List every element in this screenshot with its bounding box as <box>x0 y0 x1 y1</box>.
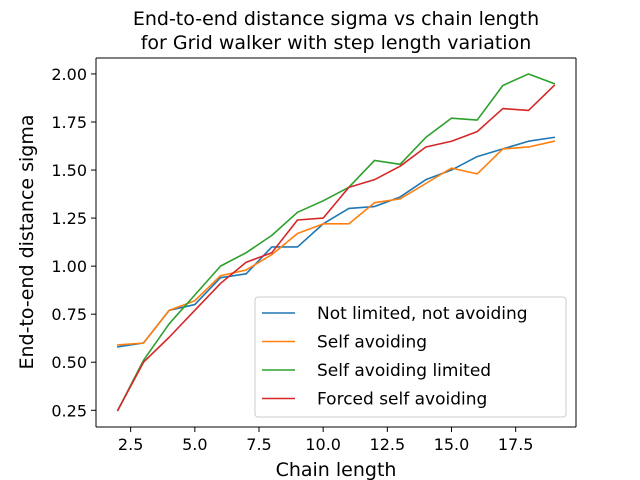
legend-label-self-avoiding: Self avoiding <box>317 333 427 353</box>
series-line-self-avoiding <box>116 140 556 346</box>
y-tick-label: 1.00 <box>51 257 87 276</box>
series-group <box>116 73 556 412</box>
legend: Not limited, not avoiding Self avoiding Se… <box>254 296 567 418</box>
chart-title-line-2: for Grid walker with step length variati… <box>141 32 532 54</box>
legend-label-not-limited-not-avoiding: Not limited, not avoiding <box>317 304 528 324</box>
x-tick-label: 5.0 <box>182 435 207 454</box>
x-tick-label: 12.5 <box>370 435 406 454</box>
x-tick-label: 10.0 <box>305 435 341 454</box>
x-axis-ticks: 2.5 5.0 7.5 10.0 12.5 15.0 17.5 <box>118 427 534 454</box>
legend-label-forced-self-avoiding: Forced self avoiding <box>317 390 487 410</box>
x-axis-label: Chain length <box>276 459 397 480</box>
x-tick-label: 2.5 <box>118 435 143 454</box>
y-tick-label: 0.75 <box>51 305 87 324</box>
x-tick-label: 15.0 <box>434 435 470 454</box>
series-line-self-avoiding-limited <box>116 73 556 412</box>
y-tick-label: 1.25 <box>51 209 87 228</box>
y-tick-label: 0.25 <box>51 401 87 420</box>
y-tick-label: 0.50 <box>51 353 87 372</box>
y-axis-label: End-to-end distance sigma <box>16 114 38 369</box>
y-tick-label: 1.75 <box>51 113 87 132</box>
series-line-not-limited-not-avoiding <box>116 136 556 348</box>
x-tick-label: 17.5 <box>498 435 534 454</box>
legend-frame <box>254 296 567 418</box>
chart-title-line-1: End-to-end distance sigma vs chain lengt… <box>133 8 539 30</box>
x-tick-label: 7.5 <box>246 435 271 454</box>
legend-items: Not limited, not avoiding Self avoiding Se… <box>262 304 528 410</box>
plot-frame <box>95 57 577 428</box>
series-line-forced-self-avoiding <box>116 84 556 412</box>
y-axis-ticks: 0.25 0.50 0.75 1.00 1.25 1.50 1.75 2.00 <box>51 65 96 420</box>
y-tick-label: 1.50 <box>51 161 87 180</box>
legend-label-self-avoiding-limited: Self avoiding limited <box>317 361 491 381</box>
y-tick-label: 2.00 <box>51 65 87 84</box>
